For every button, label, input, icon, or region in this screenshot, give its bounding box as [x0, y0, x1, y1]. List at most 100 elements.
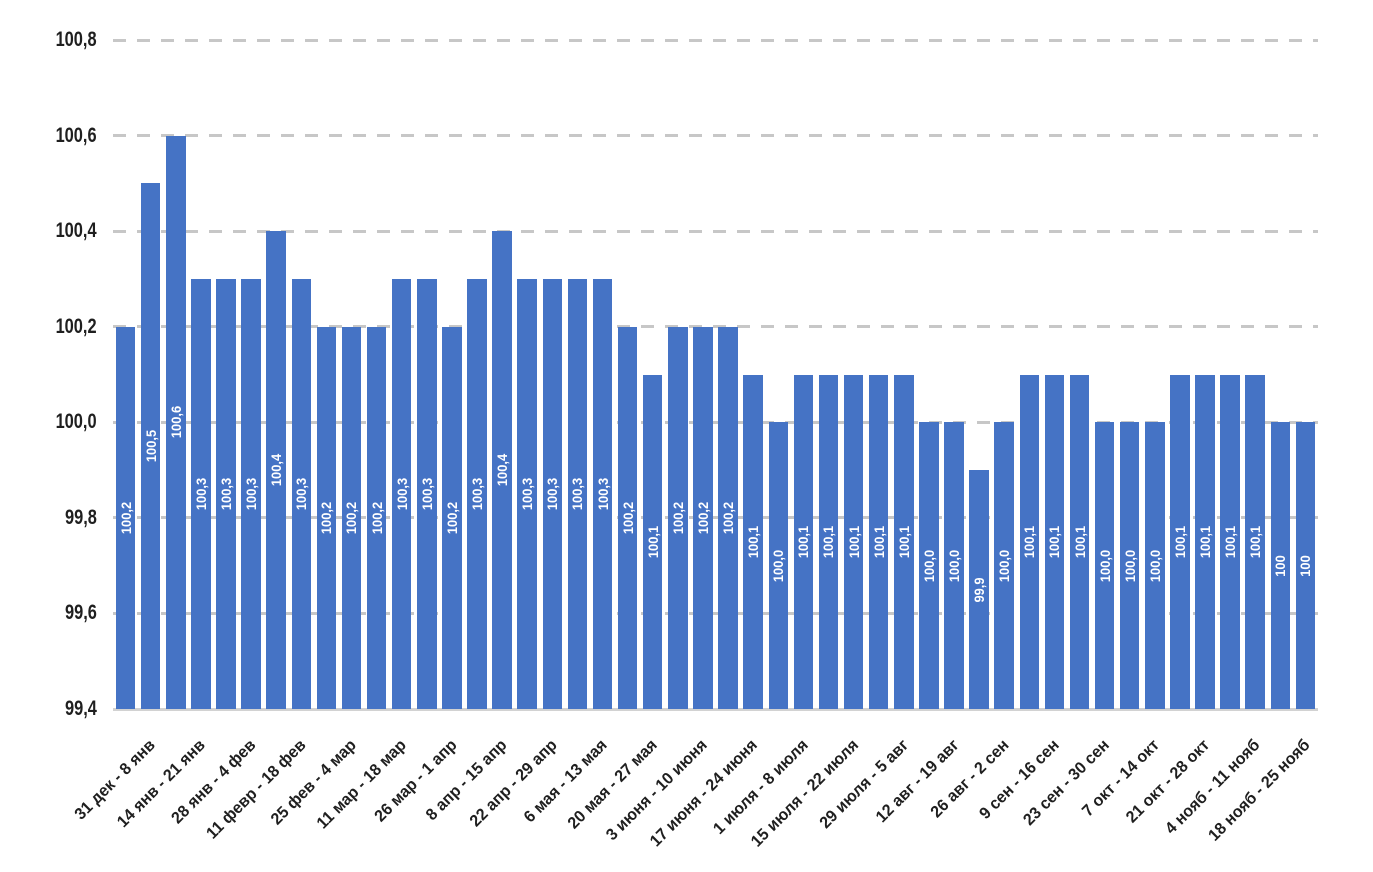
bar[interactable] — [442, 326, 462, 709]
x-tick-label: 23 сен - 30 сен — [1019, 736, 1113, 830]
bar[interactable] — [1170, 374, 1190, 709]
bar[interactable] — [868, 374, 889, 709]
bar[interactable] — [166, 135, 186, 709]
bar-value-label: 100,0 — [920, 549, 937, 582]
bar[interactable] — [894, 374, 914, 709]
bar[interactable] — [1220, 374, 1240, 709]
bar-value-label: 100,1 — [870, 525, 887, 558]
bar-value-label: 100 — [1297, 554, 1314, 577]
y-tick-label: 100,0 — [56, 410, 97, 434]
bar-value-label: 100,0 — [1146, 549, 1163, 582]
bar[interactable] — [467, 278, 487, 709]
bar[interactable] — [241, 278, 261, 709]
bar-value-label: 100,2 — [720, 501, 737, 534]
bar-value-label: 100,3 — [393, 477, 410, 511]
gridline — [113, 229, 1318, 233]
bar-value-label: 100,1 — [1197, 525, 1214, 558]
bar-value-label: 100,3 — [243, 477, 260, 511]
gridline — [113, 134, 1318, 138]
bar[interactable] — [843, 374, 864, 709]
bar-value-label: 100,3 — [293, 477, 310, 511]
bar-value-label: 100,4 — [494, 453, 511, 487]
bar[interactable] — [1044, 374, 1065, 709]
bar-value-label: 100,2 — [694, 501, 711, 534]
x-tick-label: 22 апр - 29 апр — [466, 736, 561, 831]
bar[interactable] — [1069, 374, 1090, 709]
bar-value-label: 100,2 — [318, 501, 335, 534]
bar-value-label: 100,1 — [1046, 525, 1063, 558]
bar[interactable] — [743, 374, 763, 709]
bar[interactable] — [818, 374, 839, 709]
bar[interactable] — [567, 278, 588, 709]
x-tick-label: 14 янв - 21 янв — [113, 736, 210, 832]
y-tick-label: 100,8 — [56, 28, 97, 51]
bar[interactable] — [316, 326, 337, 709]
bar-value-label: 100,0 — [1096, 549, 1113, 582]
bar[interactable] — [994, 422, 1014, 709]
bar-value-label: 100,1 — [1071, 525, 1088, 558]
bar[interactable] — [1270, 422, 1291, 709]
bar[interactable] — [216, 278, 236, 709]
bar-value-label: 100,5 — [142, 430, 159, 463]
bar[interactable] — [919, 422, 939, 709]
bar-value-label: 100,2 — [619, 501, 636, 534]
bar[interactable] — [944, 422, 964, 709]
bar-value-label: 100,4 — [268, 453, 285, 487]
bar-value-label: 100,1 — [1171, 525, 1188, 558]
y-tick-label: 99,4 — [65, 697, 97, 720]
bar-value-label: 100,1 — [1222, 525, 1239, 558]
bar-value-label: 100,6 — [167, 406, 184, 439]
bar[interactable] — [266, 231, 286, 709]
bar[interactable] — [391, 278, 412, 709]
bar[interactable] — [1019, 374, 1040, 709]
bar[interactable] — [517, 278, 537, 709]
bar-value-label: 100,1 — [745, 525, 762, 558]
bar-value-label: 100,1 — [644, 525, 661, 558]
bar[interactable] — [693, 326, 713, 709]
bar[interactable] — [642, 374, 663, 709]
bar[interactable] — [793, 374, 814, 709]
bar[interactable] — [140, 183, 161, 709]
bar[interactable] — [291, 278, 312, 709]
bar[interactable] — [1094, 422, 1115, 709]
bar-value-label: 100,1 — [845, 525, 862, 558]
x-axis-baseline — [113, 708, 1318, 711]
bar[interactable] — [592, 278, 613, 709]
bar-value-label: 100,0 — [945, 549, 962, 582]
bar[interactable] — [1119, 422, 1140, 709]
bar[interactable] — [341, 326, 362, 709]
bar-value-label: 100,1 — [895, 525, 912, 558]
y-tick-label: 100,2 — [56, 314, 97, 338]
bar[interactable] — [969, 470, 989, 709]
bar[interactable] — [1245, 374, 1265, 709]
bar[interactable] — [1295, 422, 1316, 709]
gridline — [113, 325, 1318, 329]
bar[interactable] — [768, 422, 788, 709]
x-tick-label: 20 мая - 27 мая — [564, 736, 661, 833]
bar[interactable] — [366, 326, 387, 709]
bar[interactable] — [668, 326, 688, 709]
bar-value-label: 100,2 — [368, 501, 385, 534]
bar[interactable] — [492, 231, 512, 709]
bar[interactable] — [542, 278, 563, 709]
bar-value-label: 100,3 — [418, 477, 435, 511]
bar[interactable] — [617, 326, 638, 709]
bar[interactable] — [191, 278, 211, 709]
bar-value-label: 100,1 — [795, 525, 812, 558]
bar-value-label: 100,1 — [820, 525, 837, 558]
bar[interactable] — [115, 326, 136, 709]
gridline — [113, 420, 1318, 424]
bar[interactable] — [1145, 422, 1165, 709]
bar-value-label: 100,3 — [594, 477, 611, 511]
bar[interactable] — [1195, 374, 1215, 709]
bar-value-label: 100,1 — [1021, 525, 1038, 558]
bar-value-label: 100,1 — [1247, 525, 1264, 558]
bar[interactable] — [417, 278, 437, 709]
bar[interactable] — [718, 326, 738, 709]
bar-value-label: 100,0 — [996, 549, 1013, 582]
bar-value-label: 99,9 — [971, 576, 988, 603]
y-tick-label: 100,6 — [56, 123, 97, 147]
y-tick-label: 100,4 — [56, 219, 97, 243]
